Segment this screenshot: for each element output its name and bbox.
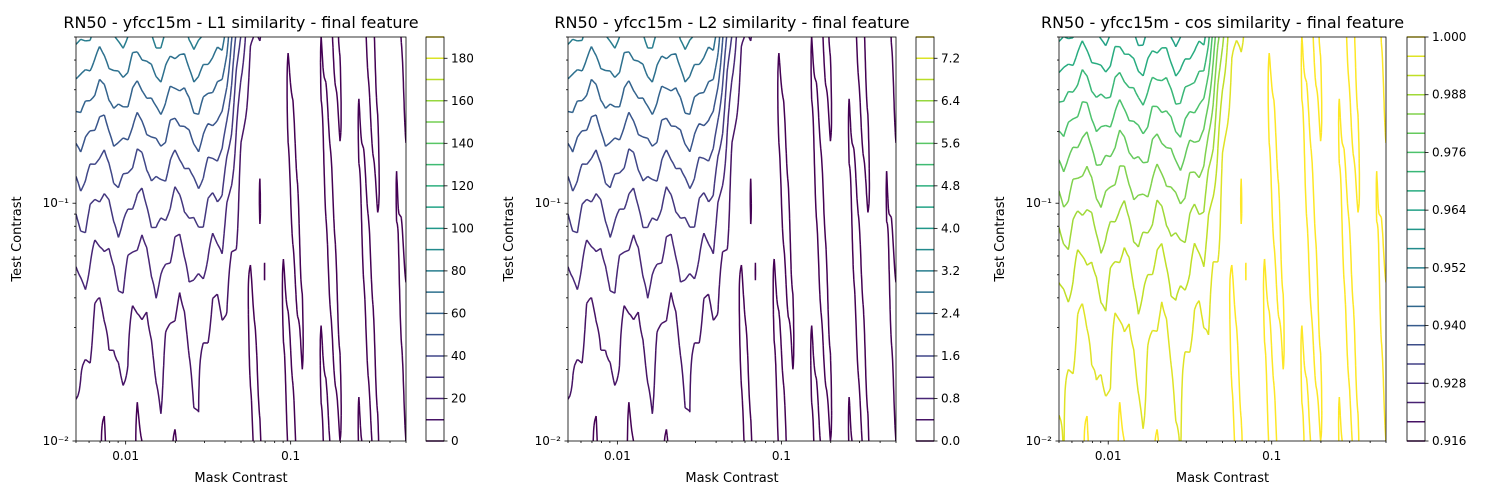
contour-level-14 [1059, 37, 1210, 106]
contour-level-13 [1059, 37, 1206, 77]
y-tick-label: 10⁻² [535, 434, 562, 448]
colorbar-tick-label: 80 [451, 264, 466, 278]
colorbar-tick-label: 4.0 [941, 221, 960, 235]
colorbar-tick-label: 40 [451, 349, 466, 363]
contour-level-6 [76, 37, 230, 116]
contour-level-2 [568, 37, 738, 299]
chart-1: 0.01 0.1 10⁻² 10⁻¹ RN50 - yfcc15m - L1 simil… [10, 13, 474, 486]
contour-level-20 [1059, 37, 1245, 441]
colorbar-tick-label: 0.952 [1432, 261, 1466, 275]
colorbar-tick-label: 0.916 [1432, 434, 1466, 448]
colorbar-tick-label: 0 [451, 434, 459, 448]
colorbar-tick-label: 5.6 [941, 136, 960, 150]
contour-level-1 [76, 37, 262, 414]
contour-level-5 [76, 37, 233, 153]
contour-level-16 [1059, 37, 1217, 173]
contour-level-0 [100, 37, 406, 441]
contour-level-2 [76, 37, 247, 299]
contour-level-8 [76, 37, 202, 50]
colorbar-tick-label: 20 [451, 391, 466, 405]
colorbar-tick-label: 0.988 [1432, 88, 1466, 102]
colorbar-tick-label: 0.8 [941, 391, 960, 405]
contour-level-1 [568, 37, 753, 414]
x-tick-label: 0.01 [604, 449, 631, 463]
colorbar-tick-label: 0.976 [1432, 145, 1466, 159]
chart-2: 0.01 0.1 10⁻² 10⁻¹ RN50 - yfcc15m - L2 simil… [502, 13, 960, 486]
x-axis-label: Mask Contrast [685, 471, 778, 486]
colorbar-tick-label: 1.6 [941, 349, 960, 363]
colorbar-tick-label: 160 [451, 94, 474, 108]
chart-title: RN50 - yfcc15m - cos similarity - final … [1041, 13, 1404, 32]
colorbar: 0.916 0.928 0.940 0.952 0.964 0.976 0.988 1.000 [1406, 30, 1466, 448]
contour-level-4 [568, 37, 728, 192]
contour-lines [568, 37, 896, 441]
colorbar-tick-label: 0.940 [1432, 319, 1466, 333]
contour-lines [76, 37, 406, 441]
y-tick-label: 10⁻² [1026, 434, 1053, 448]
contour-level-17 [1059, 37, 1220, 208]
y-tick-label: 10⁻¹ [43, 196, 70, 210]
x-tick-label: 0.01 [1095, 449, 1122, 463]
x-axis-label: Mask Contrast [194, 471, 287, 486]
y-tick-label: 10⁻¹ [1026, 196, 1053, 210]
colorbar-tick-label: 4.8 [941, 179, 960, 193]
colorbar-tick-label: 0.964 [1432, 203, 1466, 217]
colorbar-tick-label: 2.4 [941, 306, 960, 320]
colorbar-tick-label: 100 [451, 221, 474, 235]
contour-level-21 [1083, 37, 1386, 441]
contour-level-3 [76, 37, 242, 238]
colorbar-tick-label: 140 [451, 136, 474, 150]
chart-title: RN50 - yfcc15m - L1 similarity - final f… [63, 13, 418, 32]
colorbar-tick-label: 6.4 [941, 94, 960, 108]
x-tick-label: 0.01 [112, 449, 139, 463]
colorbar-tick-label: 120 [451, 179, 474, 193]
colorbar-frame [1406, 36, 1426, 442]
contour-level-18 [1059, 37, 1225, 254]
contour-level-5 [568, 37, 724, 153]
contour-level-3 [568, 37, 733, 238]
x-axis-label: Mask Contrast [1176, 471, 1269, 486]
y-tick-label: 10⁻¹ [535, 196, 562, 210]
contour-level-7 [568, 37, 717, 83]
colorbar-tick-label: 3.2 [941, 264, 960, 278]
contour-level-4 [76, 37, 237, 192]
colorbar-tick-label: 60 [451, 306, 466, 320]
chart-3: 0.01 0.1 10⁻² 10⁻¹ RN50 - yfcc15m - cos simi… [993, 13, 1466, 486]
contour-level-0 [592, 37, 896, 441]
colorbar-tick-label: 0.928 [1432, 376, 1466, 390]
colorbar-tick-label: 0.0 [941, 434, 960, 448]
contour-level-12 [1059, 37, 1182, 48]
colorbar-tick-label: 1.000 [1432, 30, 1466, 44]
contour-level-19 [1059, 37, 1229, 315]
y-axis-label: Test Contrast [502, 196, 517, 282]
x-tick-label: 0.1 [281, 449, 300, 463]
contour-lines [1059, 37, 1386, 441]
contour-level-7 [76, 37, 226, 83]
contour-level-15 [1059, 37, 1213, 138]
colorbar: 0 20 40 60 80 100 120 140 160 180 [425, 36, 474, 448]
x-tick-label: 0.1 [1262, 449, 1281, 463]
colorbar-frame [425, 36, 445, 442]
y-tick-label: 10⁻² [43, 434, 70, 448]
colorbar-tick-label: 7.2 [941, 51, 960, 65]
colorbar-tick-label: 180 [451, 51, 474, 65]
chart-title: RN50 - yfcc15m - L2 similarity - final f… [554, 13, 909, 32]
colorbar: 0.0 0.8 1.6 2.4 3.2 4.0 4.8 5.6 6.4 7.2 [915, 36, 960, 448]
contour-level-8 [568, 37, 694, 50]
x-tick-label: 0.1 [772, 449, 791, 463]
contour-level-6 [568, 37, 721, 116]
colorbar-frame [915, 36, 935, 442]
y-axis-label: Test Contrast [993, 196, 1008, 282]
y-axis-label: Test Contrast [10, 196, 25, 282]
